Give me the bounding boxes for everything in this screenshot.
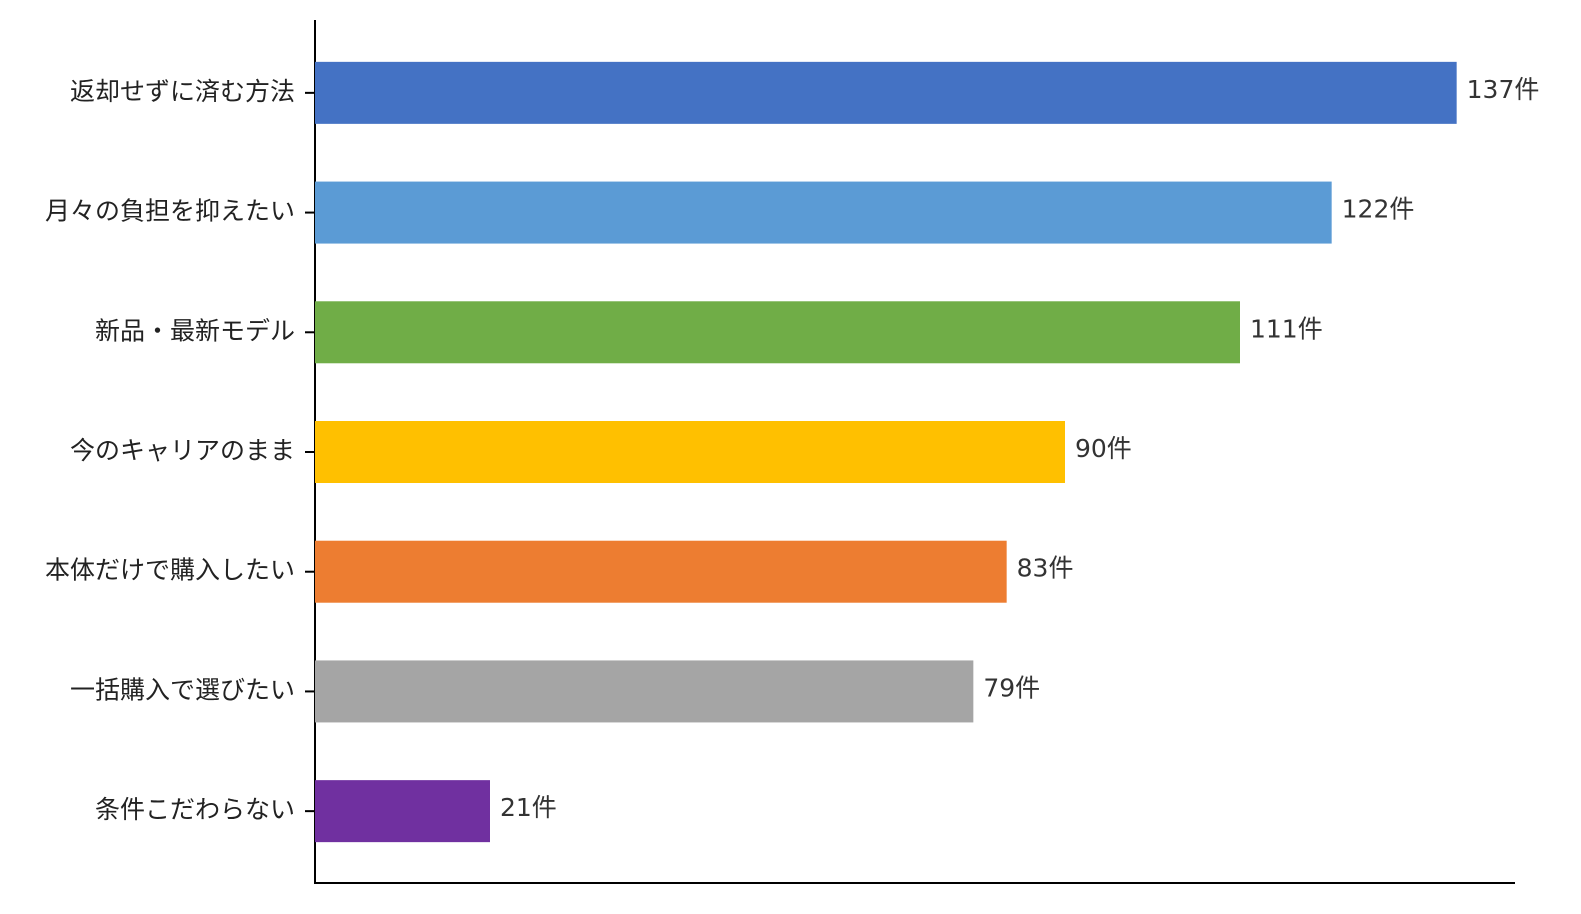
y-tick-label: 新品・最新モデル [95,316,295,345]
value-label: 122件 [1342,195,1415,224]
y-tick-label: 月々の負担を抑えたい [45,197,295,226]
y-tick-label: 返却せずに済む方法 [70,77,295,106]
value-label: 83件 [1017,554,1074,583]
value-label: 137件 [1467,75,1540,104]
bar [315,61,1457,124]
bar [315,780,490,843]
value-label: 90件 [1075,434,1132,463]
value-label: 79件 [983,673,1040,702]
bar [315,181,1332,244]
value-label: 111件 [1250,314,1323,343]
bar [315,421,1065,483]
bar [315,660,974,723]
y-tick-label: 今のキャリアのまま [70,436,295,465]
y-tick-label: 本体だけで購入したい [45,556,295,585]
bar [315,301,1240,364]
value-label: 21件 [500,793,557,822]
y-tick-label: 一括購入で選びたい [70,675,295,704]
bar [315,540,1007,603]
y-tick-label: 条件こだわらない [95,795,295,824]
